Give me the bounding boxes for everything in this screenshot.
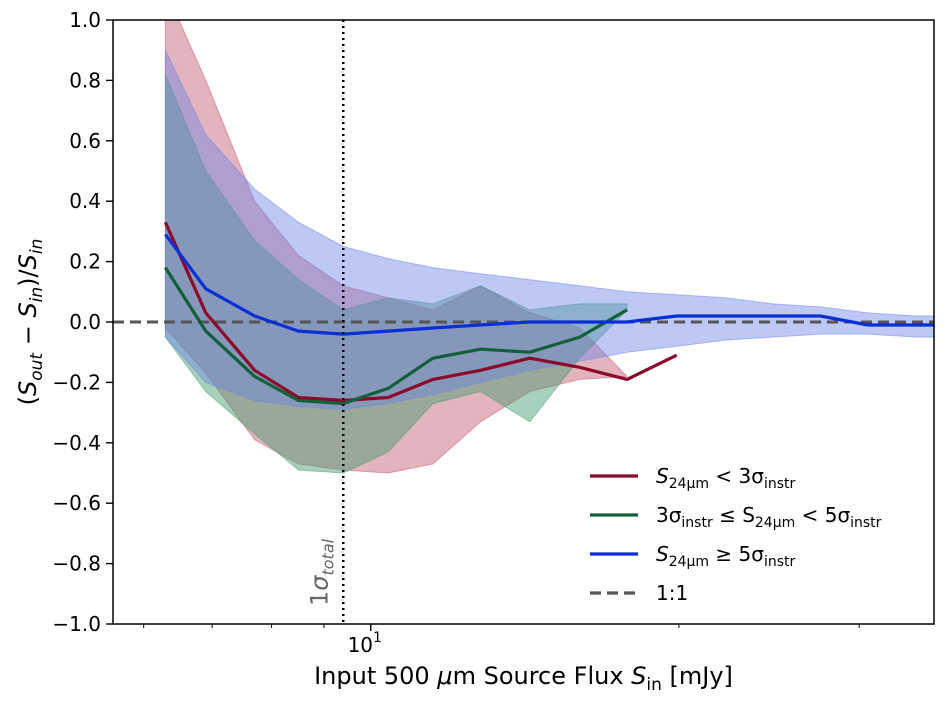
y-tick-label: 0.4	[69, 189, 101, 213]
legend-label-3: S24μm ≥ 5σinstr	[656, 542, 795, 570]
line-series-2	[164, 266, 628, 406]
vertical-line-group: 1σtotal	[305, 20, 345, 624]
legend: S24μm < 3σinstr 3σinstr ≤ S24μm < 5σinstr…	[590, 464, 882, 605]
y-tick-label: 0.0	[69, 310, 101, 334]
sigma-total-label: 1σtotal	[305, 538, 337, 606]
x-axis-ticks: 101	[143, 624, 860, 657]
y-tick-label: 0.2	[69, 250, 101, 274]
y-axis-ticks: −1.0 −0.8 −0.6 −0.4 −0.2 0.0 0.2 0.4 0.6 0.8 1.0	[52, 8, 113, 636]
legend-label-4: 1:1	[656, 581, 688, 605]
y-axis-title: (Sout − Sin)/Sin	[14, 239, 47, 406]
y-tick-label: 0.6	[69, 129, 101, 153]
y-tick-label: −0.2	[52, 370, 101, 394]
y-tick-label: −1.0	[52, 612, 101, 636]
band-series-3	[164, 49, 934, 411]
y-tick-label: 0.8	[69, 68, 101, 92]
y-tick-label: −0.4	[52, 431, 101, 455]
line-series-3	[164, 233, 934, 336]
legend-label-1: S24μm < 3σinstr	[656, 464, 795, 492]
line-series-1	[163, 221, 678, 403]
x-tick-label: 101	[348, 630, 382, 657]
legend-label-2: 3σinstr ≤ S24μm < 5σinstr	[656, 503, 882, 531]
x-axis-title: Input 500 μm Source Flux Sin [mJy]	[314, 662, 733, 695]
y-tick-label: −0.8	[52, 552, 101, 576]
series-lines	[163, 221, 934, 406]
uncertainty-bands	[164, 20, 934, 474]
y-tick-label: 1.0	[69, 8, 101, 32]
y-tick-label: −0.6	[52, 491, 101, 515]
